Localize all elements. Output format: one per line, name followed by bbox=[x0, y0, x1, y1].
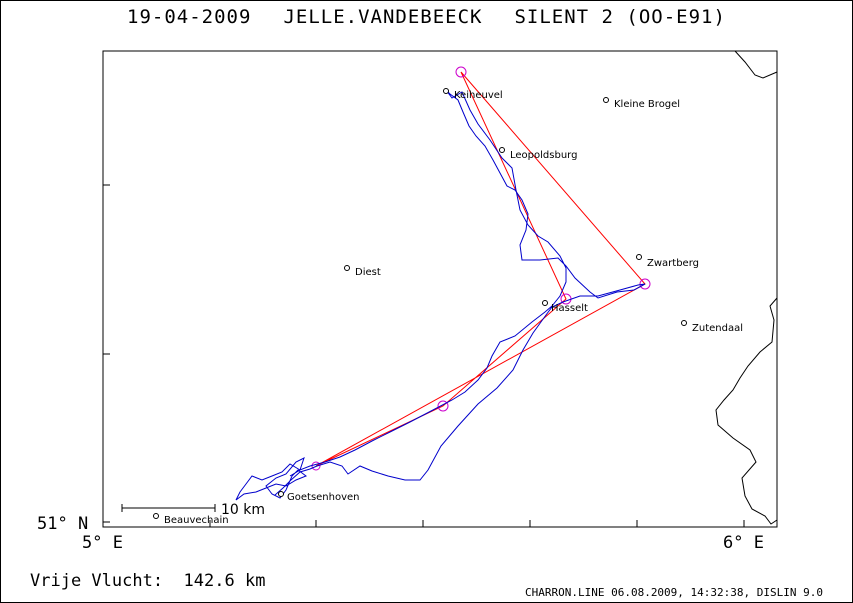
place-label-leopoldsburg: Leopoldsburg bbox=[510, 150, 577, 161]
gps-track bbox=[235, 89, 646, 501]
national-border-east bbox=[715, 297, 778, 525]
place-label-goetsenhoven: Goetsenhoven bbox=[287, 492, 360, 503]
place-marker-keiheuvel bbox=[443, 88, 449, 94]
flight-summary: Vrije Vlucht: 142.6 km bbox=[30, 571, 265, 591]
scale-bar-label: 10 km bbox=[221, 502, 265, 518]
place-label-diest: Diest bbox=[355, 267, 381, 278]
place-label-hasselt: Hasselt bbox=[551, 303, 588, 314]
longitude-label-left: 5° E bbox=[82, 533, 123, 553]
place-marker-beauvechain bbox=[153, 513, 159, 519]
place-marker-diest bbox=[344, 265, 350, 271]
place-marker-zwartberg bbox=[636, 254, 642, 260]
glider-name: SILENT 2 (OO-E91) bbox=[514, 6, 726, 28]
place-label-keiheuvel: Keiheuvel bbox=[454, 90, 503, 101]
place-markers bbox=[153, 88, 687, 519]
place-marker-kleine-brogel bbox=[603, 97, 609, 103]
turnpoint-keiheuvel bbox=[455, 66, 467, 78]
map-plot-area bbox=[102, 50, 778, 528]
latitude-label: 51° N bbox=[37, 514, 89, 534]
place-label-beauvechain: Beauvechain bbox=[164, 515, 229, 526]
turnpoint-start bbox=[311, 461, 321, 471]
flight-date: 19-04-2009 bbox=[127, 6, 252, 28]
axis-ticks bbox=[103, 184, 745, 527]
place-marker-leopoldsburg bbox=[499, 147, 505, 153]
flight-type-label: Vrije Vlucht: bbox=[30, 571, 164, 591]
flight-distance: 142.6 km bbox=[183, 571, 266, 591]
scale-bar bbox=[121, 504, 216, 512]
place-label-zutendaal: Zutendaal bbox=[692, 323, 743, 334]
national-border-north bbox=[734, 50, 778, 79]
render-credit: CHARRON.LINE 06.08.2009, 14:32:38, DISLI… bbox=[524, 586, 823, 599]
flight-title: 19-04-2009 JELLE.VANDEBEECK SILENT 2 (OO-E… bbox=[0, 6, 853, 28]
turnpoint-midleg bbox=[437, 400, 449, 412]
place-marker-zutendaal bbox=[681, 320, 687, 326]
place-marker-goetsenhoven bbox=[278, 491, 284, 497]
longitude-label-right: 6° E bbox=[723, 533, 764, 553]
pilot-name: JELLE.VANDEBEECK bbox=[283, 6, 483, 28]
turnpoint-zwartberg bbox=[639, 278, 651, 290]
place-label-zwartberg: Zwartberg bbox=[647, 258, 699, 269]
place-marker-hasselt bbox=[542, 300, 548, 306]
place-label-kleine-brogel: Kleine Brogel bbox=[614, 99, 680, 110]
